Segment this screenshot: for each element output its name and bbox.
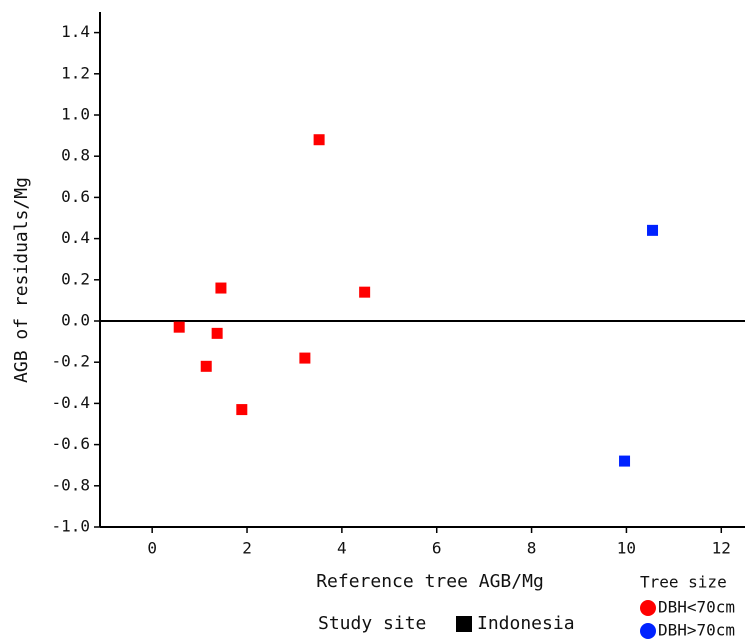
point (211, 327, 223, 339)
shape-legend-marker (456, 616, 472, 632)
y-axis-title: AGB of residuals/Mg (11, 177, 32, 383)
y-tick-label: -0.2 (51, 352, 90, 371)
y-tick-label: 0.8 (61, 146, 90, 165)
y-tick-label: 1.2 (61, 63, 90, 82)
point (359, 286, 371, 298)
y-tick-label: 0.6 (61, 187, 90, 206)
y-tick-label: 0.0 (61, 311, 90, 330)
shape-legend-title: Study site (318, 613, 426, 634)
legend-marker (640, 600, 656, 616)
point (173, 321, 185, 333)
y-tick-label: -1.0 (51, 517, 90, 536)
x-tick-label: 12 (712, 539, 731, 558)
legend-title: Tree size (640, 573, 727, 592)
point (313, 134, 325, 146)
shape-legend-label: Indonesia (477, 613, 575, 634)
y-tick-label: 1.4 (61, 22, 90, 41)
x-tick-label: 4 (337, 539, 347, 558)
y-tick-label: -0.4 (51, 393, 90, 412)
legend-label: DBH<70cm (658, 598, 735, 617)
y-tick-label: 1.0 (61, 105, 90, 124)
x-tick-label: 2 (242, 539, 252, 558)
y-tick-label: 0.4 (61, 228, 90, 247)
x-tick-label: 8 (527, 539, 537, 558)
y-tick-label: -0.6 (51, 434, 90, 453)
point (299, 352, 311, 364)
y-tick-label: 0.2 (61, 269, 90, 288)
x-tick-label: 0 (147, 539, 157, 558)
legend-marker (640, 623, 656, 639)
point (647, 224, 659, 236)
x-tick-label: 10 (617, 539, 636, 558)
y-tick-label: -0.8 (51, 475, 90, 494)
point (236, 404, 248, 416)
x-tick-label: 6 (432, 539, 442, 558)
point (215, 282, 227, 294)
legend-label: DBH>70cm (658, 621, 735, 640)
point (619, 455, 631, 467)
x-axis-title: Reference tree AGB/Mg (316, 571, 544, 592)
point (200, 360, 212, 372)
